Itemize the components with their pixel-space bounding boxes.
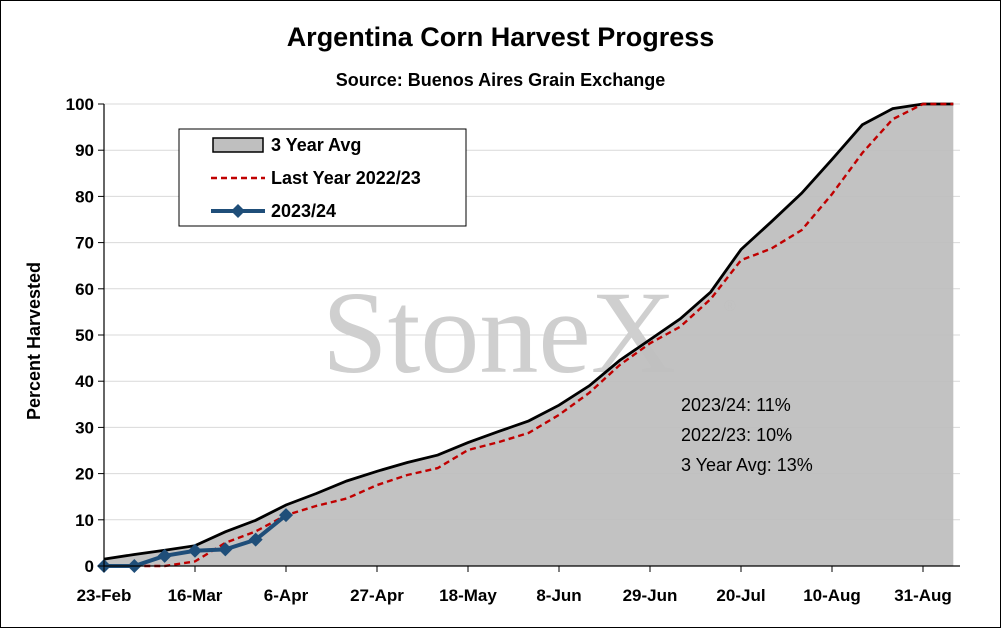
y-tick-label: 40: [75, 372, 94, 391]
x-tick-label: 31-Aug: [894, 586, 952, 605]
x-tick-label: 18-May: [439, 586, 497, 605]
x-tick-label: 23-Feb: [77, 586, 132, 605]
x-tick-label: 8-Jun: [536, 586, 581, 605]
annotation-text: 3 Year Avg: 13%: [681, 455, 813, 475]
y-axis-label: Percent Harvested: [24, 262, 44, 420]
annotation-text: 2022/23: 10%: [681, 425, 792, 445]
y-tick-label: 100: [66, 95, 94, 114]
x-tick-label: 20-Jul: [716, 586, 765, 605]
series-marker-current: [188, 543, 202, 558]
x-tick-label: 27-Apr: [350, 586, 404, 605]
y-tick-label: 90: [75, 141, 94, 160]
y-tick-label: 60: [75, 280, 94, 299]
series-marker-current: [279, 508, 293, 523]
chart-subtitle: Source: Buenos Aires Grain Exchange: [335, 70, 666, 90]
annotations: 2023/24: 11% 2022/23: 10% 3 Year Avg: 13%: [681, 395, 813, 475]
x-tick-label: 6-Apr: [264, 586, 309, 605]
legend-label: 3 Year Avg: [271, 135, 361, 155]
x-tick-label: 29-Jun: [623, 586, 678, 605]
legend-swatch-3yr-avg: [212, 137, 264, 153]
y-tick-label: 80: [75, 187, 94, 206]
legend-label: 2023/24: [271, 201, 336, 221]
legend: 3 Year Avg Last Year 2022/23 2023/24: [178, 128, 467, 227]
chart-title: Argentina Corn Harvest Progress: [286, 22, 715, 52]
series-area-3yr-avg: [104, 104, 954, 566]
series-marker-current: [248, 532, 263, 547]
x-tick-label: 10-Aug: [803, 586, 861, 605]
axes: 0 10 20 30 40 50 60 70 80 90 100 23-Feb 16-Mar 6-Apr 2…: [24, 95, 960, 605]
legend-marker-current: [231, 204, 245, 218]
y-tick-label: 10: [75, 511, 94, 530]
legend-label: Last Year 2022/23: [271, 168, 421, 188]
y-tick-label: 0: [85, 557, 94, 576]
series-marker-current: [218, 542, 233, 557]
y-tick-label: 20: [75, 465, 94, 484]
series-line-3yr-avg: [103, 102, 954, 561]
annotation-text: 2023/24: 11%: [681, 395, 791, 415]
y-tick-label: 70: [75, 234, 94, 253]
series-marker-current: [157, 548, 172, 563]
y-tick-label: 50: [75, 326, 94, 345]
y-tick-label: 30: [75, 418, 94, 437]
x-tick-label: 16-Mar: [168, 586, 223, 605]
